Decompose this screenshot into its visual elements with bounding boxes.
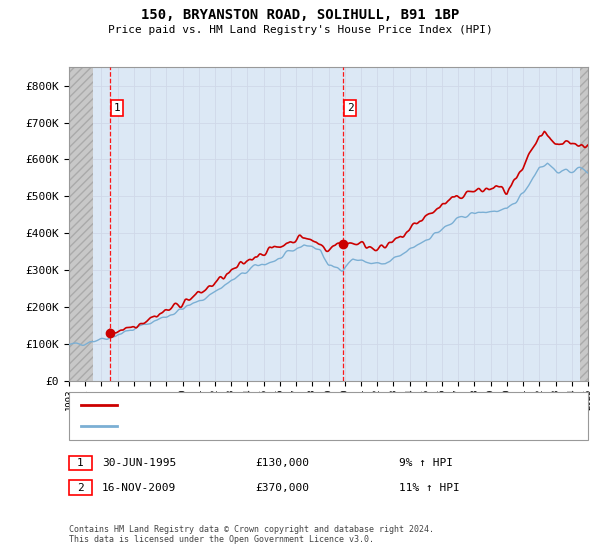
Text: 150, BRYANSTON ROAD, SOLIHULL, B91 1BP (detached house): 150, BRYANSTON ROAD, SOLIHULL, B91 1BP (… <box>123 400 446 410</box>
Text: Price paid vs. HM Land Registry's House Price Index (HPI): Price paid vs. HM Land Registry's House … <box>107 25 493 35</box>
Text: 30-JUN-1995: 30-JUN-1995 <box>102 458 176 468</box>
Bar <box>69 67 94 381</box>
Text: 16-NOV-2009: 16-NOV-2009 <box>102 483 176 493</box>
Text: £130,000: £130,000 <box>255 458 309 468</box>
Text: 150, BRYANSTON ROAD, SOLIHULL, B91 1BP: 150, BRYANSTON ROAD, SOLIHULL, B91 1BP <box>141 8 459 22</box>
Text: 9% ↑ HPI: 9% ↑ HPI <box>399 458 453 468</box>
Text: HPI: Average price, detached house, Solihull: HPI: Average price, detached house, Soli… <box>123 421 382 431</box>
Text: 2: 2 <box>347 103 353 113</box>
Text: 2: 2 <box>77 483 84 493</box>
Text: £370,000: £370,000 <box>255 483 309 493</box>
Text: Contains HM Land Registry data © Crown copyright and database right 2024.
This d: Contains HM Land Registry data © Crown c… <box>69 525 434 544</box>
Text: 11% ↑ HPI: 11% ↑ HPI <box>399 483 460 493</box>
Text: 1: 1 <box>77 458 84 468</box>
Bar <box>580 67 588 381</box>
Text: 1: 1 <box>113 103 121 113</box>
